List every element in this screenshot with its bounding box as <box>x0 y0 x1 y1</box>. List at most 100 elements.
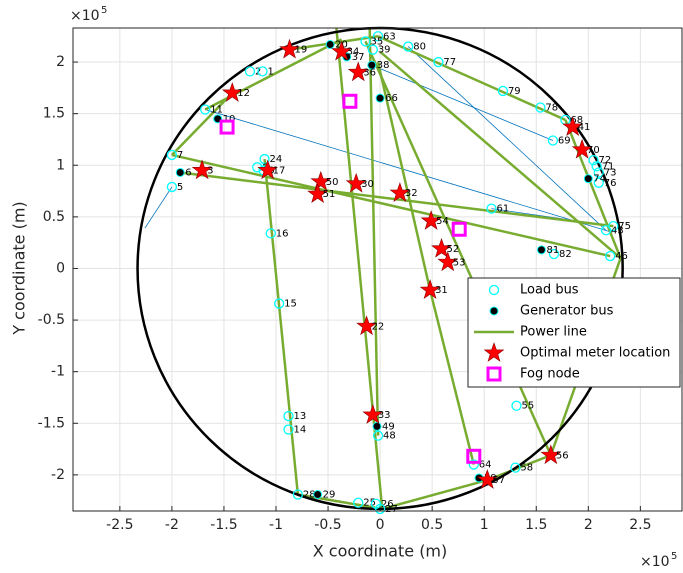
load-bus <box>588 154 599 166</box>
load-bus <box>468 459 479 470</box>
bus-label: 3 <box>207 165 213 176</box>
x-tick-label: 0 <box>376 517 385 533</box>
y-tick-label: -1 <box>51 364 65 380</box>
load-bus <box>547 135 559 146</box>
power-line <box>564 119 622 259</box>
generator-bus <box>536 245 546 255</box>
bus-label: 53 <box>453 257 466 268</box>
y-tick-label: 1.5 <box>43 106 65 122</box>
power-line <box>376 61 432 291</box>
bus-label: 31 <box>435 285 448 296</box>
power-line <box>263 158 300 495</box>
thin-line <box>144 186 173 229</box>
bus-label: 78 <box>545 102 558 113</box>
bus-label: 32 <box>405 188 418 199</box>
load-bus <box>600 225 612 236</box>
bus-label: 28 <box>303 489 316 500</box>
x-tick-label: 1.5 <box>525 517 547 533</box>
bus-label: 81 <box>546 245 559 256</box>
meter-star <box>191 159 213 180</box>
x-exponent-power: 5 <box>671 551 677 562</box>
bus-label: 34 <box>347 47 360 58</box>
load-bus <box>292 489 304 500</box>
meter-star <box>347 61 369 82</box>
y-exponent: ×10 <box>70 8 100 24</box>
bus-label: 75 <box>618 221 631 232</box>
generator-bus <box>367 60 377 70</box>
load-bus <box>257 66 268 77</box>
bus-label: 22 <box>372 321 385 332</box>
thin-line <box>371 64 554 141</box>
meter-star <box>356 315 377 336</box>
load-bus <box>283 410 294 422</box>
load-bus <box>374 503 386 515</box>
power-line <box>428 289 476 465</box>
legend-label: Power line <box>520 325 587 340</box>
load-bus <box>548 248 560 260</box>
bus-label: 35 <box>371 36 384 47</box>
generator-bus <box>313 489 323 499</box>
bus-label: 33 <box>378 410 391 421</box>
bus-label: 41 <box>578 122 591 133</box>
load-bus <box>488 284 500 296</box>
bus-label: 74 <box>593 174 606 185</box>
x-tick-label: -2 <box>165 517 179 533</box>
load-bus <box>283 424 294 435</box>
bus-label: 11 <box>210 105 223 116</box>
bus-label: 46 <box>615 251 628 262</box>
bus-label: 58 <box>520 463 533 474</box>
thin-line <box>407 46 607 231</box>
load-bus <box>605 250 616 262</box>
generator-bus <box>375 93 385 103</box>
x-tick-label: -0.5 <box>314 517 341 533</box>
power-line <box>486 454 552 482</box>
meter-star <box>362 404 384 424</box>
power-line <box>171 92 234 156</box>
load-bus <box>166 181 178 193</box>
generator-bus <box>583 174 593 184</box>
load-bus <box>265 228 276 239</box>
bus-label: 29 <box>323 489 336 500</box>
bus-label: 71 <box>602 161 615 172</box>
meter-star <box>476 469 498 489</box>
y-axis-label: Y coordinate (m) <box>10 201 29 335</box>
generator-bus <box>489 306 499 316</box>
bus-label: 12 <box>237 88 250 99</box>
bus-label: 77 <box>443 57 456 68</box>
bus-label: 79 <box>508 86 521 97</box>
bus-label: 48 <box>383 431 396 442</box>
bus-label: 54 <box>436 216 449 227</box>
bus-label: 7 <box>177 150 183 161</box>
bus-label: 50 <box>326 177 339 188</box>
bus-label: 76 <box>604 178 617 189</box>
bus-label: 70 <box>587 145 600 156</box>
load-bus <box>353 497 364 508</box>
load-bus <box>372 31 384 42</box>
meter-star <box>331 40 352 61</box>
x-tick-label: 2 <box>584 517 593 533</box>
bus-label: 72 <box>599 155 612 166</box>
load-bus <box>591 161 602 172</box>
load-bus <box>273 298 285 309</box>
bus-label: 17 <box>273 165 286 176</box>
x-tick-label: 1 <box>480 517 489 533</box>
y-tick-label: -2 <box>51 467 65 483</box>
fog-node <box>486 366 502 382</box>
load-bus <box>593 167 604 178</box>
bus-label: 80 <box>413 42 426 53</box>
x-exponent: ×10 <box>640 554 670 570</box>
bus-label: 24 <box>270 154 283 165</box>
bus-label: 5 <box>177 182 183 193</box>
meter-star <box>221 82 243 102</box>
bus-label: 51 <box>323 189 336 200</box>
meter-star <box>389 182 411 202</box>
meter-star <box>540 444 562 465</box>
legend-label: Load bus <box>520 283 579 298</box>
load-bus <box>511 400 522 411</box>
generator-bus <box>325 40 335 50</box>
meter-star <box>279 38 300 59</box>
bus-label: 73 <box>604 167 617 178</box>
bus-label: 19 <box>295 45 308 56</box>
bus-label: 57 <box>492 475 505 486</box>
